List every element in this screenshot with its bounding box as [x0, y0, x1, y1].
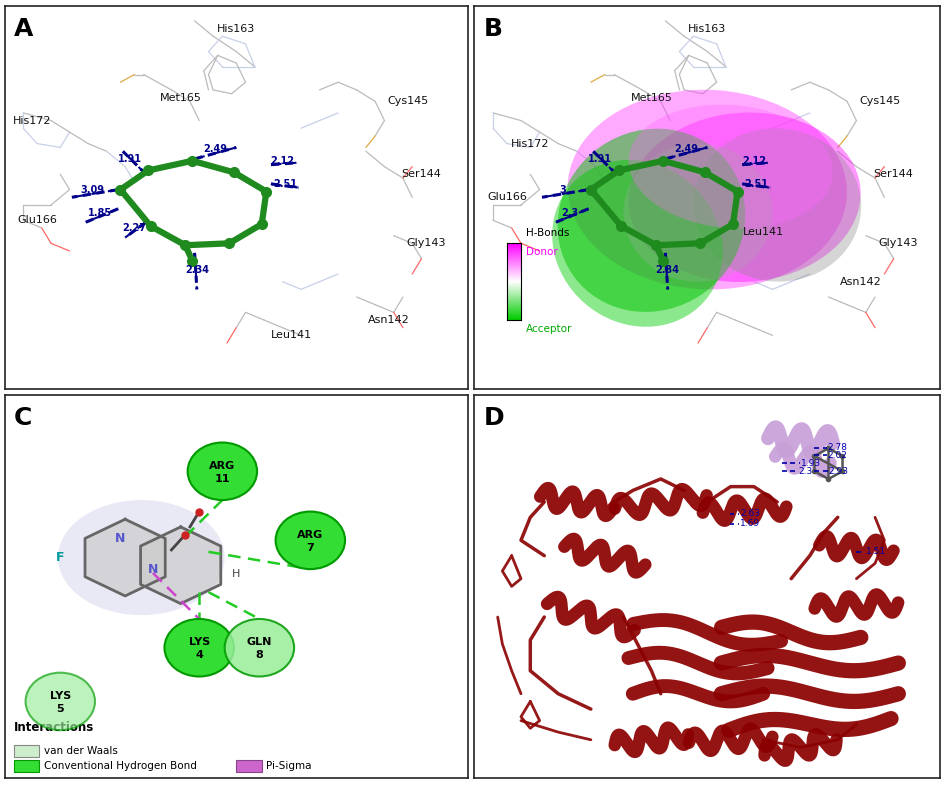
Text: B: B: [483, 17, 502, 41]
Text: 3.09: 3.09: [80, 185, 105, 195]
Text: GLN: GLN: [246, 637, 272, 647]
Text: Gly143: Gly143: [878, 238, 918, 248]
Text: 4: 4: [195, 650, 203, 660]
Text: ARG: ARG: [209, 461, 235, 471]
Text: 2.51: 2.51: [744, 179, 767, 189]
Text: H: H: [232, 569, 240, 578]
Text: 2.51: 2.51: [273, 179, 296, 189]
Text: 2.3: 2.3: [561, 208, 578, 218]
Text: His163: His163: [687, 24, 726, 34]
Text: F: F: [56, 552, 64, 564]
FancyBboxPatch shape: [236, 760, 261, 773]
FancyBboxPatch shape: [14, 760, 40, 773]
Text: 1.91: 1.91: [118, 154, 142, 164]
Text: Asn142: Asn142: [839, 277, 881, 287]
Text: N: N: [115, 532, 126, 545]
Text: 1.91: 1.91: [587, 154, 612, 164]
Text: 7: 7: [306, 543, 314, 553]
Text: 1.93: 1.93: [800, 459, 819, 468]
Text: LYS: LYS: [189, 637, 210, 647]
Text: 2.49: 2.49: [203, 145, 228, 154]
Text: ARG: ARG: [297, 530, 323, 539]
Text: 2.27: 2.27: [123, 223, 146, 233]
Text: His163: His163: [217, 24, 255, 34]
Text: 2.34: 2.34: [655, 265, 679, 275]
Text: N: N: [147, 563, 158, 576]
Text: 2.93: 2.93: [828, 467, 848, 476]
Text: Donor: Donor: [525, 247, 557, 257]
Text: 2.12: 2.12: [741, 156, 765, 166]
Text: LYS: LYS: [50, 691, 71, 700]
Text: 1.85: 1.85: [88, 208, 111, 218]
Text: 2.02: 2.02: [827, 450, 847, 460]
Text: 2.34: 2.34: [185, 265, 209, 275]
Text: Leu141: Leu141: [271, 330, 312, 340]
Circle shape: [188, 443, 257, 500]
Ellipse shape: [693, 128, 860, 281]
Text: C: C: [14, 406, 32, 430]
Ellipse shape: [557, 129, 745, 312]
Text: Conventional Hydrogen Bond: Conventional Hydrogen Bond: [44, 762, 196, 771]
FancyBboxPatch shape: [14, 745, 40, 757]
Text: His172: His172: [13, 116, 52, 126]
Polygon shape: [85, 520, 165, 596]
Text: Ser144: Ser144: [401, 169, 441, 179]
Text: Gly143: Gly143: [406, 238, 446, 248]
Text: van der Waals: van der Waals: [44, 746, 118, 756]
Text: 1.69: 1.69: [739, 519, 759, 527]
Text: 11: 11: [214, 474, 230, 484]
Text: 2.12: 2.12: [270, 156, 295, 166]
Ellipse shape: [623, 144, 772, 281]
Text: Glu166: Glu166: [486, 193, 527, 202]
Text: His172: His172: [511, 138, 549, 149]
Ellipse shape: [58, 500, 225, 615]
Text: Ser144: Ser144: [873, 169, 913, 179]
Ellipse shape: [551, 160, 722, 327]
Text: Leu141: Leu141: [742, 227, 783, 237]
Ellipse shape: [628, 112, 860, 282]
Text: 2.49: 2.49: [674, 145, 698, 154]
Text: Glu166: Glu166: [17, 215, 57, 226]
Text: 3: 3: [559, 185, 565, 195]
Text: 2.3: 2.3: [798, 467, 812, 476]
Text: 8: 8: [255, 650, 263, 660]
Circle shape: [25, 673, 95, 730]
Text: 5: 5: [57, 704, 64, 714]
Ellipse shape: [628, 105, 832, 229]
Text: 2.63: 2.63: [739, 509, 759, 518]
Circle shape: [225, 619, 294, 677]
Polygon shape: [141, 527, 221, 604]
Text: Cys145: Cys145: [858, 97, 900, 106]
Text: Met165: Met165: [630, 93, 671, 102]
Circle shape: [276, 512, 345, 569]
Text: H-Bonds: H-Bonds: [525, 228, 568, 237]
Text: Interactions: Interactions: [14, 721, 94, 734]
Text: A: A: [14, 17, 33, 41]
Text: Asn142: Asn142: [368, 315, 410, 325]
Ellipse shape: [567, 90, 846, 289]
Text: 2.78: 2.78: [827, 443, 847, 452]
Text: Cys145: Cys145: [386, 97, 428, 106]
Text: Pi-Sigma: Pi-Sigma: [266, 762, 312, 771]
Text: D: D: [483, 406, 504, 430]
Text: Acceptor: Acceptor: [525, 324, 571, 334]
Text: 1.51: 1.51: [865, 547, 885, 556]
Text: Met165: Met165: [160, 93, 201, 102]
Circle shape: [164, 619, 234, 677]
